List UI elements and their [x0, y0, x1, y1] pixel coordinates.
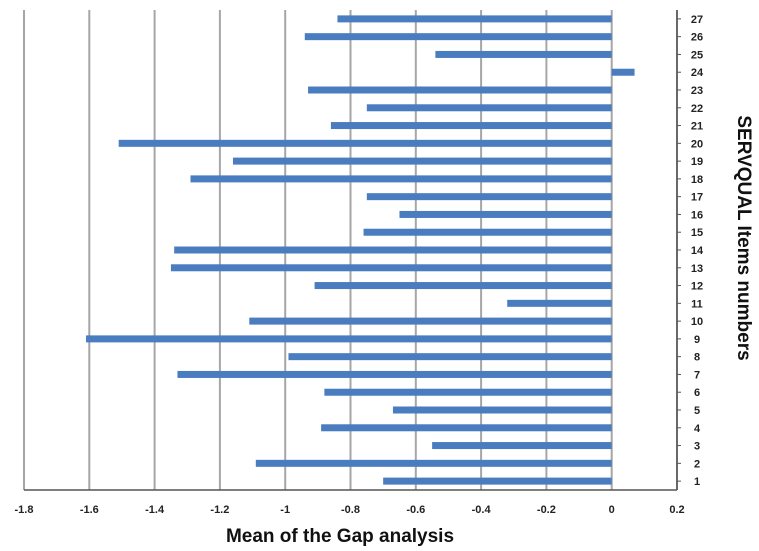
- y-tick-label: 9: [694, 334, 700, 346]
- y-tick-label: 5: [694, 405, 700, 417]
- x-tick-labels: -1.8 -1.6 -1.4 -1.2 -1 -0.8 -0.6 -0.4 -0.2 0 0.2: [15, 504, 685, 516]
- bar-item-9: [86, 335, 612, 343]
- y-tick-label: 23: [691, 85, 703, 97]
- y-axis-label: SERVQUAL Items numbers: [733, 115, 754, 360]
- x-tick-label: -1.6: [80, 504, 99, 516]
- bar-item-25: [435, 50, 612, 58]
- x-tick-label: 0.2: [669, 504, 684, 516]
- bar-item-13: [170, 264, 612, 272]
- y-tick-label: 20: [691, 138, 703, 150]
- bar-item-3: [432, 442, 612, 450]
- bar-item-19: [232, 157, 612, 165]
- y-tick-label: 10: [691, 316, 703, 328]
- bar-item-4: [321, 424, 612, 432]
- x-tick-label: -1.2: [210, 504, 229, 516]
- y-tick-label: 12: [691, 281, 703, 293]
- bar-item-16: [399, 210, 612, 218]
- bar-item-2: [255, 459, 612, 467]
- bar-item-12: [314, 282, 612, 290]
- bar-item-20: [118, 139, 612, 147]
- y-tick-label: 13: [691, 263, 703, 275]
- x-tick-label: -0.2: [537, 504, 556, 516]
- y-tick-label: 17: [691, 192, 703, 204]
- x-tick-label: 0: [609, 504, 615, 516]
- bar-item-18: [190, 175, 612, 183]
- y-tick-labels: 1234567891011121314151617181920212223242…: [691, 14, 704, 488]
- y-tick-label: 16: [691, 209, 703, 221]
- y-tick-label: 15: [691, 227, 703, 239]
- y-tick-label: 3: [694, 441, 700, 453]
- y-tick-label: 27: [691, 14, 703, 26]
- y-tick-label: 8: [694, 352, 700, 364]
- x-tick-label: -0.4: [472, 504, 492, 516]
- axes: [24, 10, 681, 491]
- bar-item-23: [308, 86, 612, 94]
- y-tick-label: 18: [691, 174, 703, 186]
- bar-item-22: [366, 104, 612, 112]
- y-tick-label: 24: [691, 67, 704, 79]
- y-tick-label: 25: [691, 49, 703, 61]
- bar-item-7: [177, 370, 612, 378]
- bar-item-15: [363, 228, 612, 236]
- bar-item-6: [324, 388, 612, 396]
- bar-item-24: [611, 68, 635, 76]
- bar-item-8: [288, 353, 612, 361]
- bar-item-26: [304, 33, 612, 41]
- x-tick-label: -0.8: [341, 504, 360, 516]
- bar-item-27: [337, 15, 612, 23]
- bar-item-11: [507, 299, 612, 307]
- x-tick-label: -1.4: [145, 504, 165, 516]
- y-tick-label: 19: [691, 156, 703, 168]
- bar-item-14: [174, 246, 612, 254]
- y-tick-label: 6: [694, 387, 700, 399]
- y-tick-label: 11: [691, 298, 703, 310]
- bar-item-5: [392, 406, 612, 414]
- x-axis-label: Mean of the Gap analysis: [226, 526, 454, 547]
- y-tick-label: 22: [691, 103, 703, 115]
- y-tick-label: 14: [691, 245, 704, 257]
- y-tick-label: 4: [694, 423, 701, 435]
- y-tick-label: 7: [694, 369, 700, 381]
- x-tick-label: -1.8: [15, 504, 34, 516]
- x-tick-label: -1: [280, 504, 290, 516]
- y-tick-label: 21: [691, 121, 703, 133]
- x-tick-label: -0.6: [406, 504, 425, 516]
- bar-item-17: [366, 193, 612, 201]
- y-tick-label: 2: [694, 458, 700, 470]
- bar-item-21: [330, 122, 612, 130]
- y-tick-label: 26: [691, 32, 703, 44]
- bar-item-1: [383, 477, 612, 485]
- bar-item-10: [249, 317, 612, 325]
- bar-group: [86, 15, 635, 485]
- y-tick-label: 1: [694, 476, 700, 488]
